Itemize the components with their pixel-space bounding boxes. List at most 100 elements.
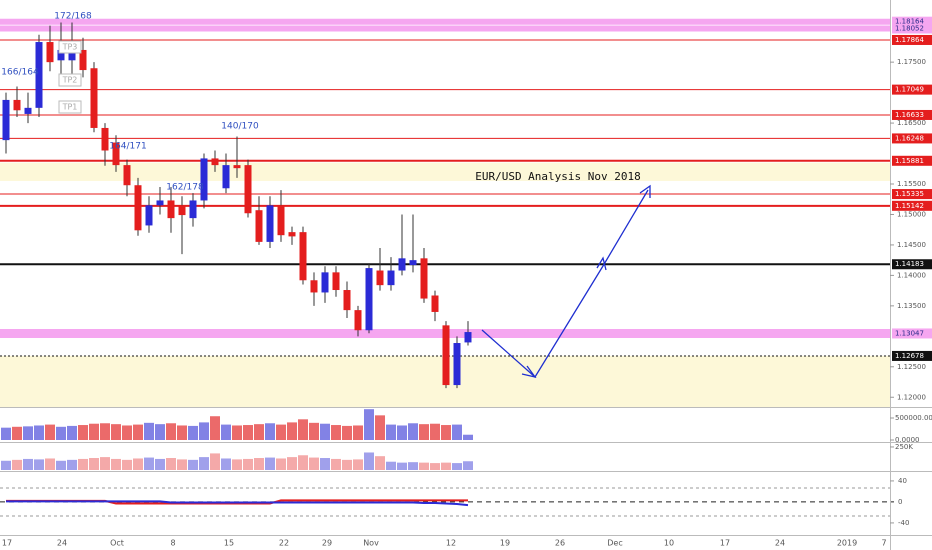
candle-body <box>354 310 362 331</box>
volume-bar <box>331 458 341 470</box>
candle-body <box>255 210 263 242</box>
volume-bar <box>23 426 33 440</box>
x-tick-label: 24 <box>57 539 67 548</box>
candle-body <box>442 325 450 386</box>
volume-bar <box>144 457 154 470</box>
y-tick-label: 1.12000 <box>897 393 926 401</box>
y-tick-label: 0.0000 <box>895 436 920 444</box>
candle-body <box>211 158 219 166</box>
volume-bar <box>1 427 11 440</box>
volume-bar <box>199 422 209 440</box>
candle-body <box>134 185 142 231</box>
candle-body <box>145 205 153 226</box>
x-tick-label: Nov <box>363 539 379 548</box>
candle-body <box>376 270 384 286</box>
y-tick-label: 0 <box>898 498 902 506</box>
volume-bar <box>155 424 165 440</box>
volume-bar <box>210 453 220 470</box>
volume-bar <box>287 422 297 440</box>
level-label: 1.16248 <box>895 134 924 142</box>
level-label: 1.14183 <box>895 260 924 268</box>
volume-bar <box>188 459 198 470</box>
tp-box <box>58 40 82 54</box>
annotation: TP3 <box>62 43 78 52</box>
candle-body <box>79 49 87 71</box>
candle-body <box>123 165 131 186</box>
volume-bar <box>188 425 198 440</box>
x-tick-label: 15 <box>224 539 234 548</box>
y-tick-label: 500000.0000 <box>895 414 932 422</box>
annotation: 140/170 <box>221 122 259 132</box>
level-label-box <box>892 189 932 200</box>
annotation: TP2 <box>62 76 78 85</box>
volume-bar <box>320 458 330 470</box>
volume-bar <box>100 423 110 440</box>
candle-body <box>431 295 439 312</box>
y-tick-label: 1.13500 <box>897 302 926 310</box>
candle-body <box>68 49 76 61</box>
volume-bar <box>177 459 187 470</box>
candle-body <box>266 205 274 242</box>
level-label: 1.16633 <box>895 111 924 119</box>
level-label: 1.15881 <box>895 157 924 165</box>
y-tick-label: 250K <box>895 443 913 451</box>
level-label-box <box>892 328 932 339</box>
volume-bar <box>232 425 242 440</box>
level-label: 1.15142 <box>895 202 924 210</box>
x-tick-label: 17 <box>720 539 730 548</box>
volume-bar <box>254 458 264 470</box>
projection-arrow <box>481 184 651 379</box>
candle-body <box>46 42 54 63</box>
volume-bar <box>133 424 143 440</box>
candle-body <box>200 158 208 201</box>
candle-body <box>321 272 329 293</box>
volume-bar <box>408 423 418 440</box>
volume-bar <box>56 460 66 470</box>
volume-bar <box>12 459 22 470</box>
level-label: 1.15335 <box>895 190 924 198</box>
y-tick-label: 1.12500 <box>897 363 926 371</box>
y-tick-label: 1.15500 <box>897 180 926 188</box>
volume-bar <box>353 425 363 440</box>
volume-bar <box>221 458 231 470</box>
volume-bar <box>67 425 77 440</box>
level-label: 1.18164 <box>895 18 924 26</box>
x-tick-label: 19 <box>500 539 510 548</box>
level-label: 1.18052 <box>895 25 924 33</box>
candle-body <box>178 205 186 216</box>
zone <box>0 162 890 181</box>
candle-body <box>464 332 472 343</box>
volume-bar <box>265 457 275 470</box>
level-label-box <box>892 34 932 45</box>
level-label-box <box>892 109 932 120</box>
volume-bar <box>408 462 418 470</box>
volume-bar <box>430 423 440 440</box>
candle-body <box>365 268 373 331</box>
y-tick-label: 1.16500 <box>897 119 926 127</box>
volume-bar <box>287 457 297 470</box>
volume-bar <box>397 425 407 440</box>
level-label-box <box>892 133 932 144</box>
candle-body <box>233 165 241 169</box>
volume-bar <box>78 425 88 440</box>
level-label-box <box>892 200 932 211</box>
volume-bar <box>364 452 374 470</box>
candle-body <box>112 142 120 166</box>
candle-body <box>310 280 318 293</box>
volume-bar <box>243 425 253 440</box>
level-label: 1.13047 <box>895 329 924 337</box>
level-label-box <box>892 155 932 166</box>
volume-bar <box>276 424 286 440</box>
candle-body <box>343 290 351 311</box>
volume-bar <box>23 458 33 470</box>
volume-bar <box>45 458 55 470</box>
level-label-box <box>892 23 932 34</box>
volume-bar <box>375 456 385 470</box>
annotation: 172/168 <box>54 12 92 22</box>
x-tick-label: 10 <box>664 539 674 548</box>
x-tick-label: 2019 <box>837 539 857 548</box>
volume-bar <box>276 458 286 470</box>
candle-body <box>244 165 252 214</box>
volume-bar <box>397 462 407 470</box>
